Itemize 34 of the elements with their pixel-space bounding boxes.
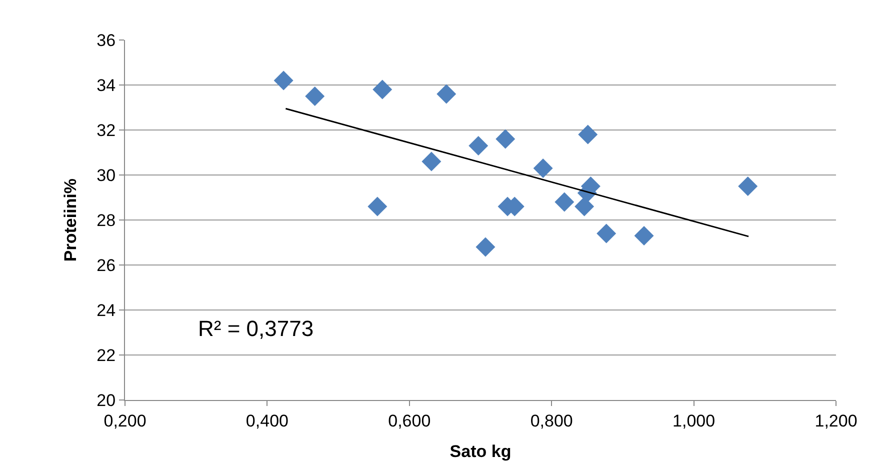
point	[738, 176, 758, 196]
y-tick-label: 32	[96, 120, 116, 140]
x-axis-title: Sato kg	[450, 442, 512, 461]
point	[533, 158, 553, 178]
y-tick-label: 22	[96, 346, 116, 365]
point	[554, 192, 574, 212]
x-tick-label: 1,200	[814, 411, 858, 430]
x-tick-label: 0,400	[246, 411, 288, 430]
y-tick-label: 24	[96, 300, 116, 320]
x-tick-label: 0,600	[388, 411, 431, 430]
point	[574, 196, 594, 216]
point	[596, 224, 616, 244]
x-tick-label: 1,000	[672, 411, 716, 430]
point	[368, 196, 388, 216]
y-tick-label: 30	[96, 166, 116, 185]
point	[496, 129, 516, 149]
x-tick-label: 0,800	[530, 411, 573, 430]
point	[305, 86, 325, 106]
y-axis-title: Proteiini%	[61, 178, 80, 262]
y-tick-label: 26	[96, 256, 116, 275]
point	[372, 80, 392, 100]
point	[422, 152, 442, 172]
point	[468, 136, 488, 156]
annotation: R² = 0,3773	[198, 316, 314, 341]
point	[436, 84, 456, 104]
point	[274, 70, 294, 90]
point	[578, 124, 598, 144]
point	[634, 226, 654, 246]
point	[476, 237, 496, 257]
y-tick-label: 28	[96, 210, 116, 230]
y-tick-label: 36	[96, 30, 116, 50]
y-tick-label: 20	[96, 390, 116, 410]
x-tick-label: 0,200	[104, 411, 146, 430]
y-tick-label: 34	[96, 76, 116, 95]
